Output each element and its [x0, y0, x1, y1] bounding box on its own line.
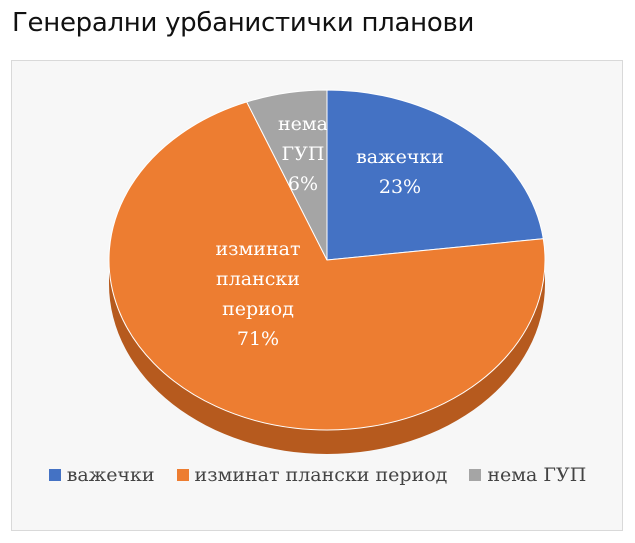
data-label-nema-gup: нема ГУП 6%	[278, 113, 328, 195]
legend-label: изминат плански период	[194, 464, 448, 486]
data-label-vazecki: важечки 23%	[356, 146, 444, 198]
page-title: Генерални урбанистички планови	[12, 8, 475, 38]
legend-label: важечки	[66, 464, 155, 486]
legend-swatch-izminat	[176, 469, 189, 481]
legend-label: нема ГУП	[487, 464, 587, 486]
pie-slice-izminat	[108, 101, 546, 431]
legend-item: изминат плански период	[176, 464, 448, 486]
legend-swatch-vazecki	[48, 469, 61, 481]
legend-swatch-nema-gup	[469, 469, 482, 481]
legend-item: нема ГУП	[469, 464, 586, 486]
pie-slice-vazecki	[326, 89, 544, 261]
pie-slices	[108, 89, 546, 431]
data-label-izminat: изминат плански период 71%	[216, 238, 301, 350]
legend-item: важечки	[48, 464, 155, 486]
chart-legend: важечки изминат плански период нема ГУП	[0, 464, 635, 486]
pie-data-labels: важечки 23% изминат плански период 71% нема ГУП…	[216, 113, 444, 350]
pie-slice-nema-gup	[246, 89, 328, 261]
